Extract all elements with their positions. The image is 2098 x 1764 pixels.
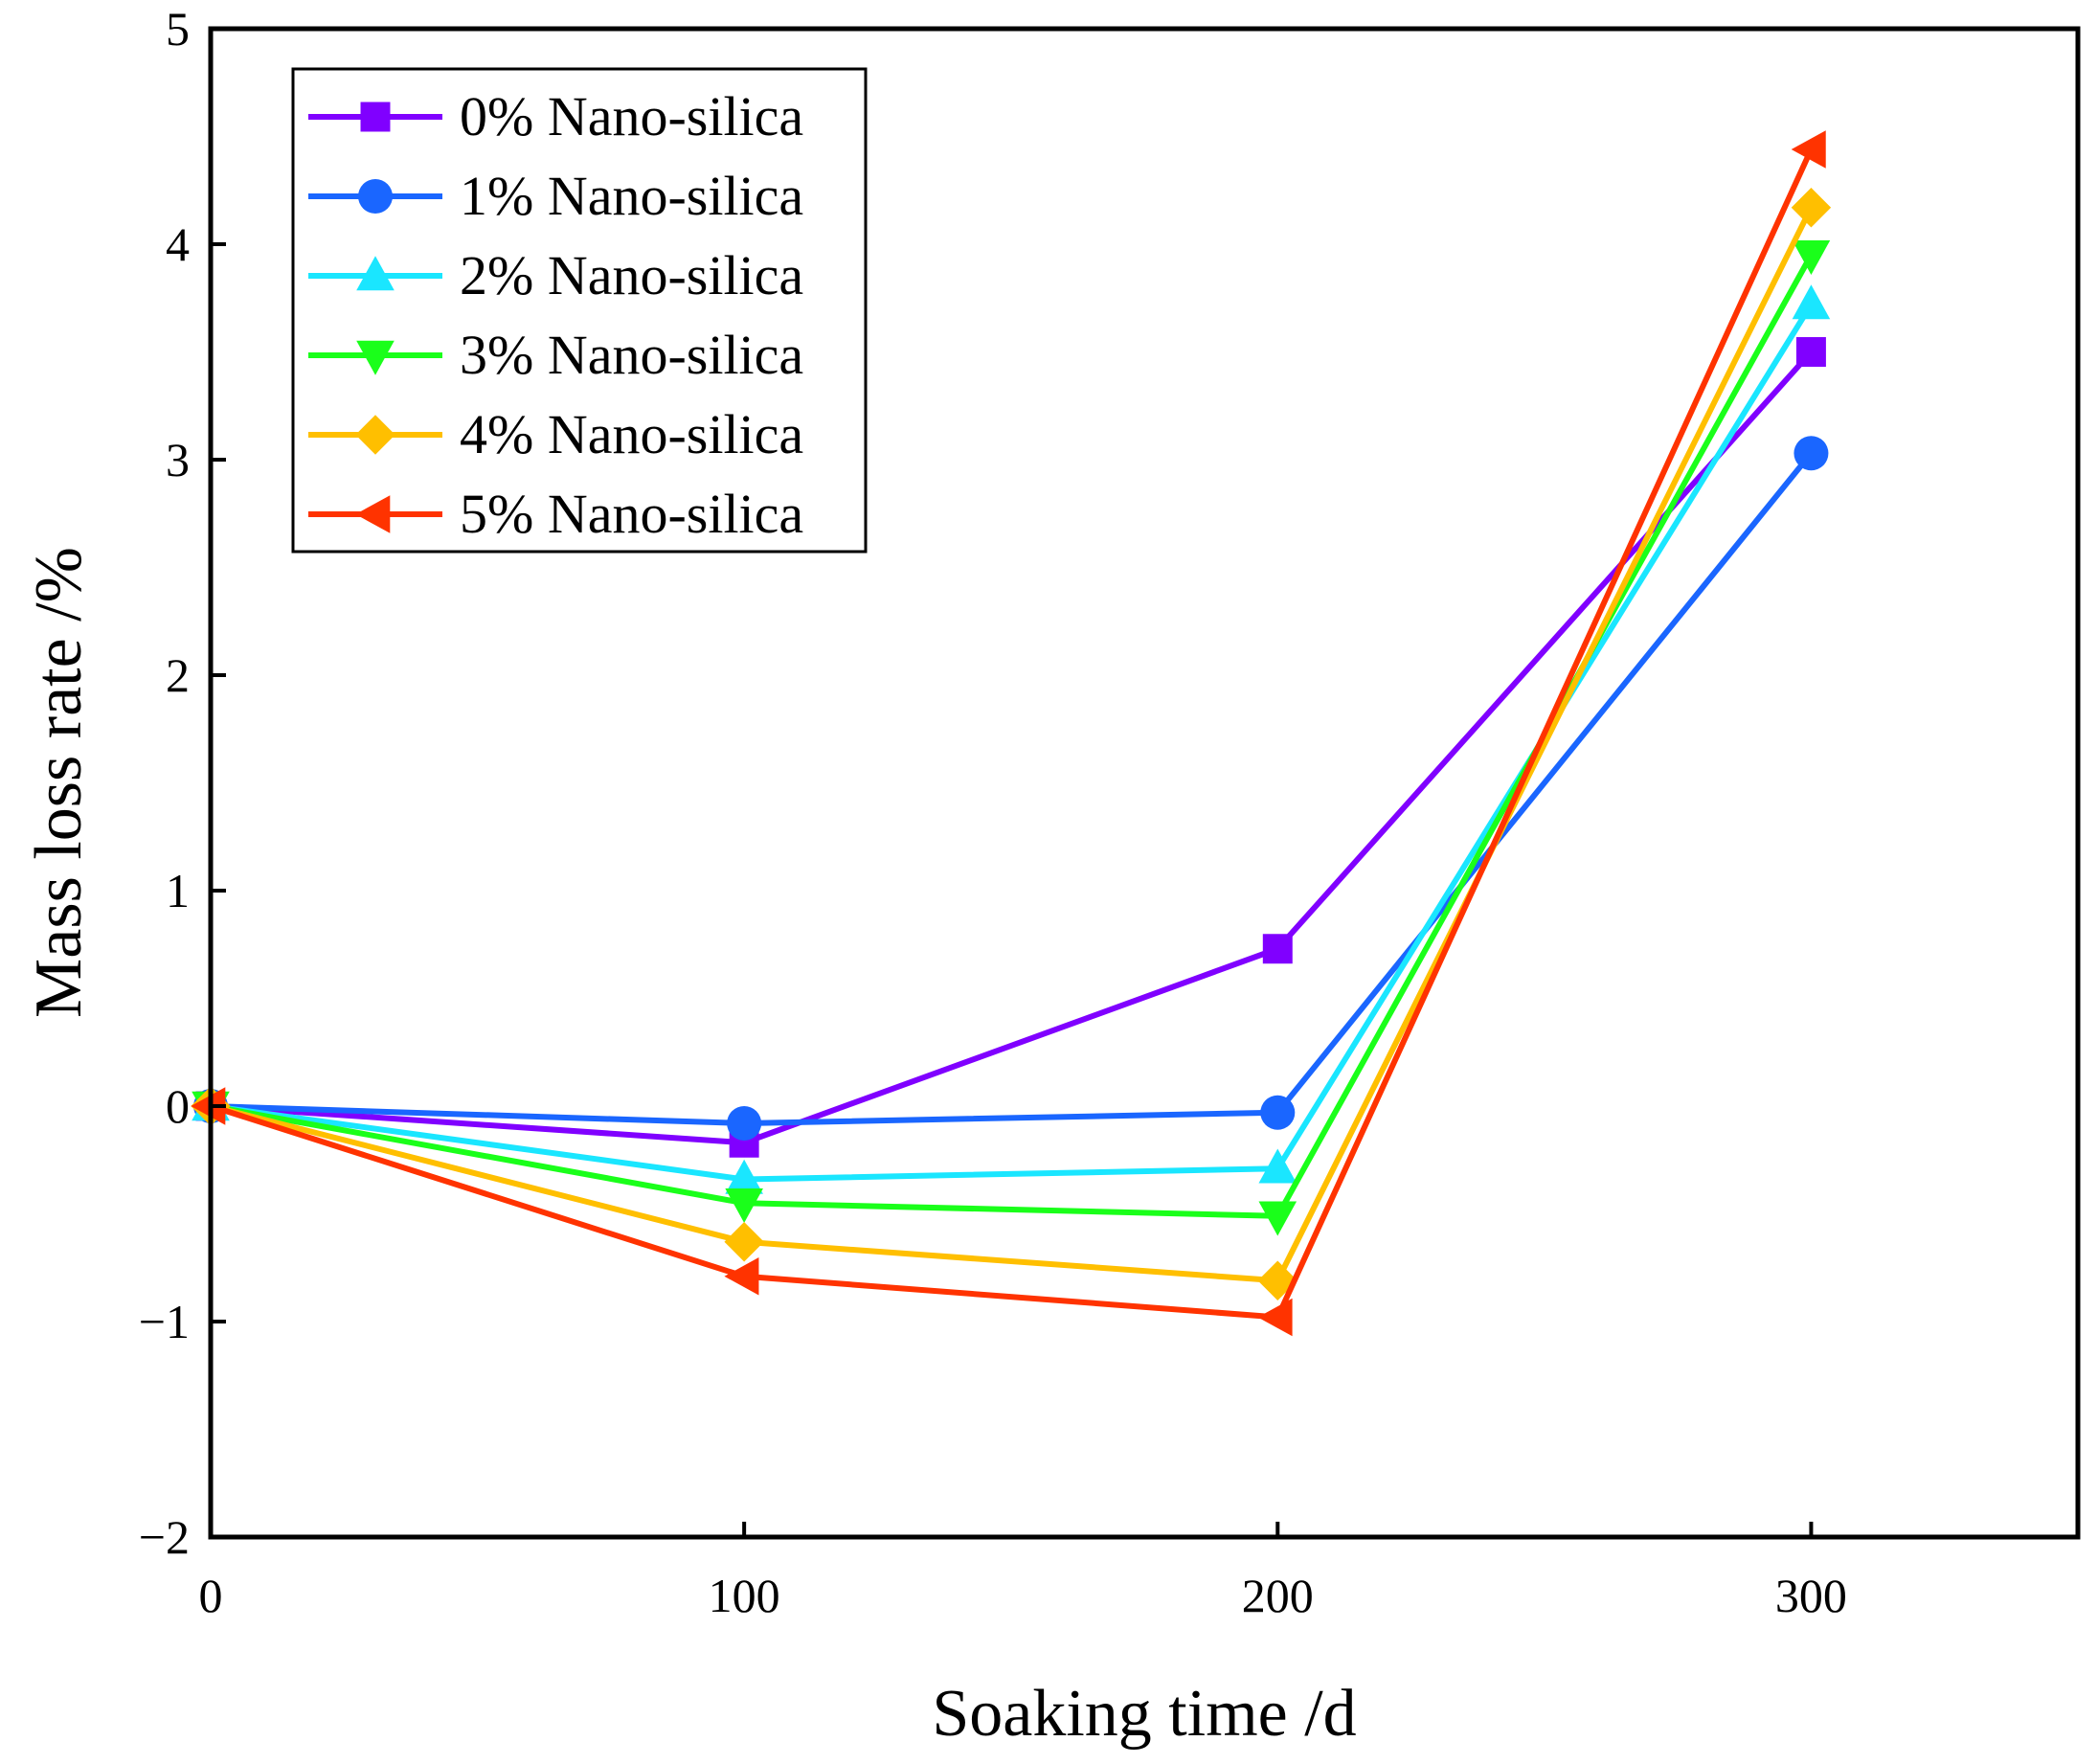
- x-tick-label: 300: [1775, 1569, 1847, 1622]
- data-point: [725, 1159, 763, 1194]
- data-point: [725, 1187, 763, 1223]
- legend-marker: [358, 179, 393, 214]
- legend-item: 4% Nano-silica: [308, 403, 803, 465]
- data-point: [1262, 934, 1293, 964]
- y-axis-title: Mass loss rate /%: [22, 547, 96, 1018]
- y-tick-label: −1: [139, 1295, 190, 1348]
- data-point: [724, 1256, 759, 1296]
- y-tick-label: 3: [166, 433, 190, 486]
- legend-marker: [356, 256, 395, 291]
- legend-item: 5% Nano-silica: [308, 483, 803, 545]
- legend-item: 0% Nano-silica: [308, 85, 803, 147]
- legend-label: 0% Nano-silica: [460, 85, 803, 147]
- legend-label: 1% Nano-silica: [460, 165, 803, 227]
- x-tick-label: 0: [199, 1569, 223, 1622]
- series-line: [210, 206, 1815, 1284]
- x-tick-label: 100: [709, 1569, 780, 1622]
- y-tick-label: 1: [166, 864, 190, 917]
- data-point: [1258, 1148, 1297, 1184]
- y-tick-label: 2: [166, 648, 190, 702]
- data-point: [1792, 239, 1831, 275]
- legend-box: [291, 67, 868, 554]
- y-tick-label: 5: [166, 2, 190, 56]
- legend-marker: [356, 340, 395, 375]
- data-point: [724, 1222, 764, 1262]
- y-tick-label: 4: [166, 217, 190, 271]
- data-point: [1795, 337, 1826, 367]
- data-point: [1260, 1095, 1296, 1130]
- legend-marker: [355, 495, 391, 533]
- legend-item: 1% Nano-silica: [308, 165, 803, 227]
- legend: 0% Nano-silica 1% Nano-silica 2% Nano-sili…: [291, 67, 868, 554]
- series-line: [210, 147, 1815, 1321]
- series-5: [191, 130, 1826, 1337]
- legend-item: 3% Nano-silica: [308, 324, 803, 386]
- legend-label: 2% Nano-silica: [460, 244, 803, 306]
- legend-marker: [360, 102, 391, 132]
- y-tick-label: 0: [166, 1079, 190, 1133]
- data-point: [1792, 284, 1831, 320]
- axis-ticks: [209, 27, 1814, 1539]
- y-tick-label: −2: [139, 1510, 190, 1564]
- legend-label: 5% Nano-silica: [460, 483, 803, 545]
- x-tick-label: 200: [1242, 1569, 1314, 1622]
- data-point: [191, 1087, 226, 1125]
- plot-frame: [208, 26, 2081, 1540]
- data-point: [1791, 130, 1826, 169]
- data-point: [1257, 1298, 1293, 1337]
- legend-label: 4% Nano-silica: [460, 403, 803, 465]
- x-axis-title: Soaking time /d: [932, 1677, 1356, 1751]
- series-line: [210, 350, 1814, 1146]
- legend-item: 2% Nano-silica: [308, 244, 803, 306]
- data-point: [727, 1106, 762, 1141]
- series-line: [210, 451, 1814, 1126]
- data-point: [1258, 1201, 1297, 1236]
- legend-marker: [355, 415, 395, 455]
- legend-label: 3% Nano-silica: [460, 324, 803, 386]
- data-point: [1791, 188, 1832, 228]
- data-point: [1793, 436, 1829, 471]
- plot-content: [191, 130, 1832, 1337]
- axis-tick-labels: 0 100 200 300 −2 −1 0 1 2 3 4 5: [139, 2, 1847, 1622]
